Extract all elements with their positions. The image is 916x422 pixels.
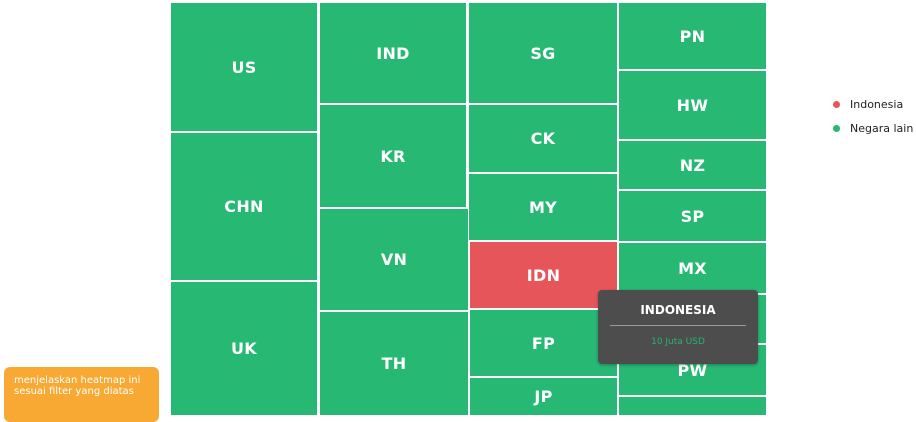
legend-label: Negara lain bbox=[850, 121, 914, 135]
treemap-cell-mx[interactable]: MX bbox=[618, 242, 767, 294]
treemap-cell-my[interactable]: MY bbox=[468, 173, 618, 241]
treemap-cell-jp[interactable]: JP bbox=[469, 377, 618, 416]
cell-label: JP bbox=[534, 387, 553, 406]
treemap-cell-uk[interactable]: UK bbox=[170, 281, 318, 416]
treemap-cell-nz[interactable]: NZ bbox=[618, 140, 767, 190]
cell-label: CHN bbox=[224, 197, 264, 216]
treemap-cell-vn[interactable]: VN bbox=[319, 208, 469, 311]
cell-label: PN bbox=[679, 26, 706, 46]
treemap-cell-kr[interactable]: KR bbox=[319, 104, 467, 208]
legend-dot-icon bbox=[833, 100, 840, 108]
treemap-cell-us[interactable]: US bbox=[170, 2, 318, 132]
legend-label: Indonesia bbox=[850, 97, 904, 111]
treemap-cell-sg[interactable]: SG bbox=[468, 2, 618, 104]
treemap-cell-ck[interactable]: CK bbox=[468, 104, 618, 173]
cell-label: MX bbox=[678, 258, 707, 278]
cell-label: US bbox=[231, 57, 257, 77]
cell-label: MY bbox=[528, 197, 558, 217]
treemap-cell-hw[interactable]: HW bbox=[618, 70, 767, 140]
treemap-cell-idn[interactable]: IDN bbox=[469, 241, 618, 309]
chart-legend: Indonesia Negara lain bbox=[833, 97, 913, 145]
cell-label: TH bbox=[381, 354, 407, 373]
legend-item-negara-lain[interactable]: Negara lain bbox=[833, 121, 913, 135]
legend-dot-icon bbox=[833, 124, 840, 132]
cell-label: VN bbox=[380, 250, 408, 269]
cell-label: IND bbox=[376, 43, 410, 63]
treemap-cell-sp[interactable]: SP bbox=[618, 190, 767, 242]
tooltip-value: 10 Juta USD bbox=[651, 337, 705, 347]
cell-label: SP bbox=[680, 206, 705, 226]
cell-label: CK bbox=[530, 129, 556, 148]
cell-label: NZ bbox=[679, 155, 706, 175]
treemap-cell-pn[interactable]: PN bbox=[618, 2, 767, 70]
cell-label: FP bbox=[531, 333, 556, 353]
treemap-cell-unlabeled-20[interactable] bbox=[618, 396, 767, 416]
cell-label: SG bbox=[530, 43, 556, 63]
cell-label: KR bbox=[380, 146, 406, 166]
cell-label: IDN bbox=[526, 265, 561, 285]
treemap-cell-th[interactable]: TH bbox=[319, 311, 469, 416]
legend-item-indonesia[interactable]: Indonesia bbox=[833, 97, 913, 111]
treemap-cell-fp[interactable]: FP bbox=[469, 309, 618, 377]
treemap-cell-chn[interactable]: CHN bbox=[170, 132, 318, 281]
tooltip-title: INDONESIA bbox=[640, 303, 716, 317]
treemap-cell-ind[interactable]: IND bbox=[319, 2, 467, 104]
cell-label: UK bbox=[231, 339, 257, 358]
cell-label: PW bbox=[677, 360, 708, 380]
tooltip-divider bbox=[610, 325, 746, 326]
annotation-note: menjelaskan heatmap ini sesuai filter ya… bbox=[4, 367, 159, 422]
chart-tooltip: INDONESIA 10 Juta USD bbox=[598, 290, 758, 364]
cell-label: HW bbox=[676, 95, 709, 115]
